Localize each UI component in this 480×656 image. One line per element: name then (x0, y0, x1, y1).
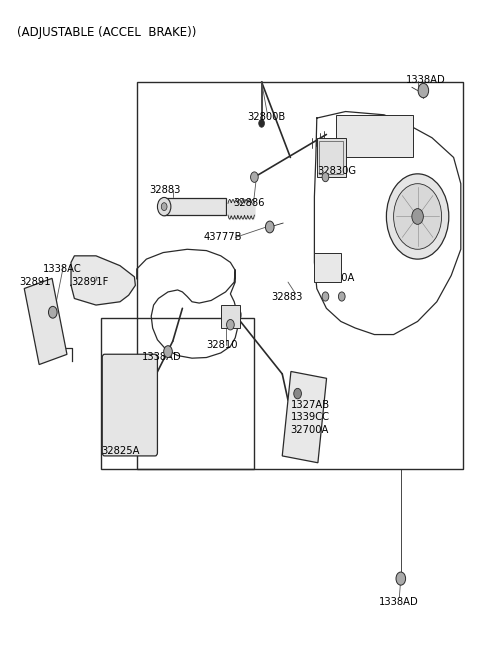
Circle shape (294, 388, 301, 399)
Circle shape (412, 209, 423, 224)
Bar (163, 198, 226, 215)
Circle shape (164, 346, 172, 358)
Text: 1338AD: 1338AD (142, 352, 181, 362)
Circle shape (161, 203, 167, 211)
Circle shape (394, 184, 442, 249)
Text: 32883: 32883 (271, 291, 302, 302)
Circle shape (251, 172, 258, 182)
Text: 1339CC: 1339CC (290, 412, 329, 422)
Text: 32700A: 32700A (290, 425, 329, 436)
Bar (319, 141, 343, 174)
Text: 32800B: 32800B (247, 112, 286, 122)
Circle shape (157, 197, 171, 216)
Text: 32810: 32810 (206, 340, 238, 350)
Circle shape (322, 292, 329, 301)
Text: 32886: 32886 (233, 198, 264, 209)
FancyBboxPatch shape (102, 354, 157, 456)
Circle shape (48, 306, 57, 318)
Text: 43777B: 43777B (204, 232, 242, 243)
Polygon shape (24, 278, 67, 365)
Text: 1338AD: 1338AD (379, 597, 419, 607)
Text: (ADJUSTABLE (ACCEL  BRAKE)): (ADJUSTABLE (ACCEL BRAKE)) (17, 26, 196, 39)
Bar (137, 82, 463, 469)
Circle shape (338, 292, 345, 301)
Text: 1338AD: 1338AD (406, 75, 445, 85)
Circle shape (227, 319, 234, 330)
Bar (336, 115, 413, 157)
Text: 32883: 32883 (149, 185, 180, 195)
Circle shape (418, 83, 429, 98)
Polygon shape (282, 371, 326, 462)
Bar (317, 138, 346, 177)
Circle shape (265, 221, 274, 233)
Bar (101, 318, 254, 469)
Circle shape (259, 119, 264, 127)
Text: 32830G: 32830G (317, 165, 356, 176)
Text: 93810A: 93810A (317, 273, 355, 283)
Text: 32891F: 32891F (71, 277, 108, 287)
Circle shape (322, 173, 329, 182)
Polygon shape (71, 256, 135, 305)
Bar (221, 305, 240, 328)
Bar (314, 253, 341, 282)
Circle shape (386, 174, 449, 259)
Text: 32891: 32891 (19, 277, 51, 287)
Text: 32825A: 32825A (101, 445, 139, 456)
Circle shape (229, 307, 241, 323)
Text: 1338AC: 1338AC (43, 264, 82, 274)
Text: 1327AB: 1327AB (290, 400, 330, 410)
Circle shape (396, 572, 406, 585)
